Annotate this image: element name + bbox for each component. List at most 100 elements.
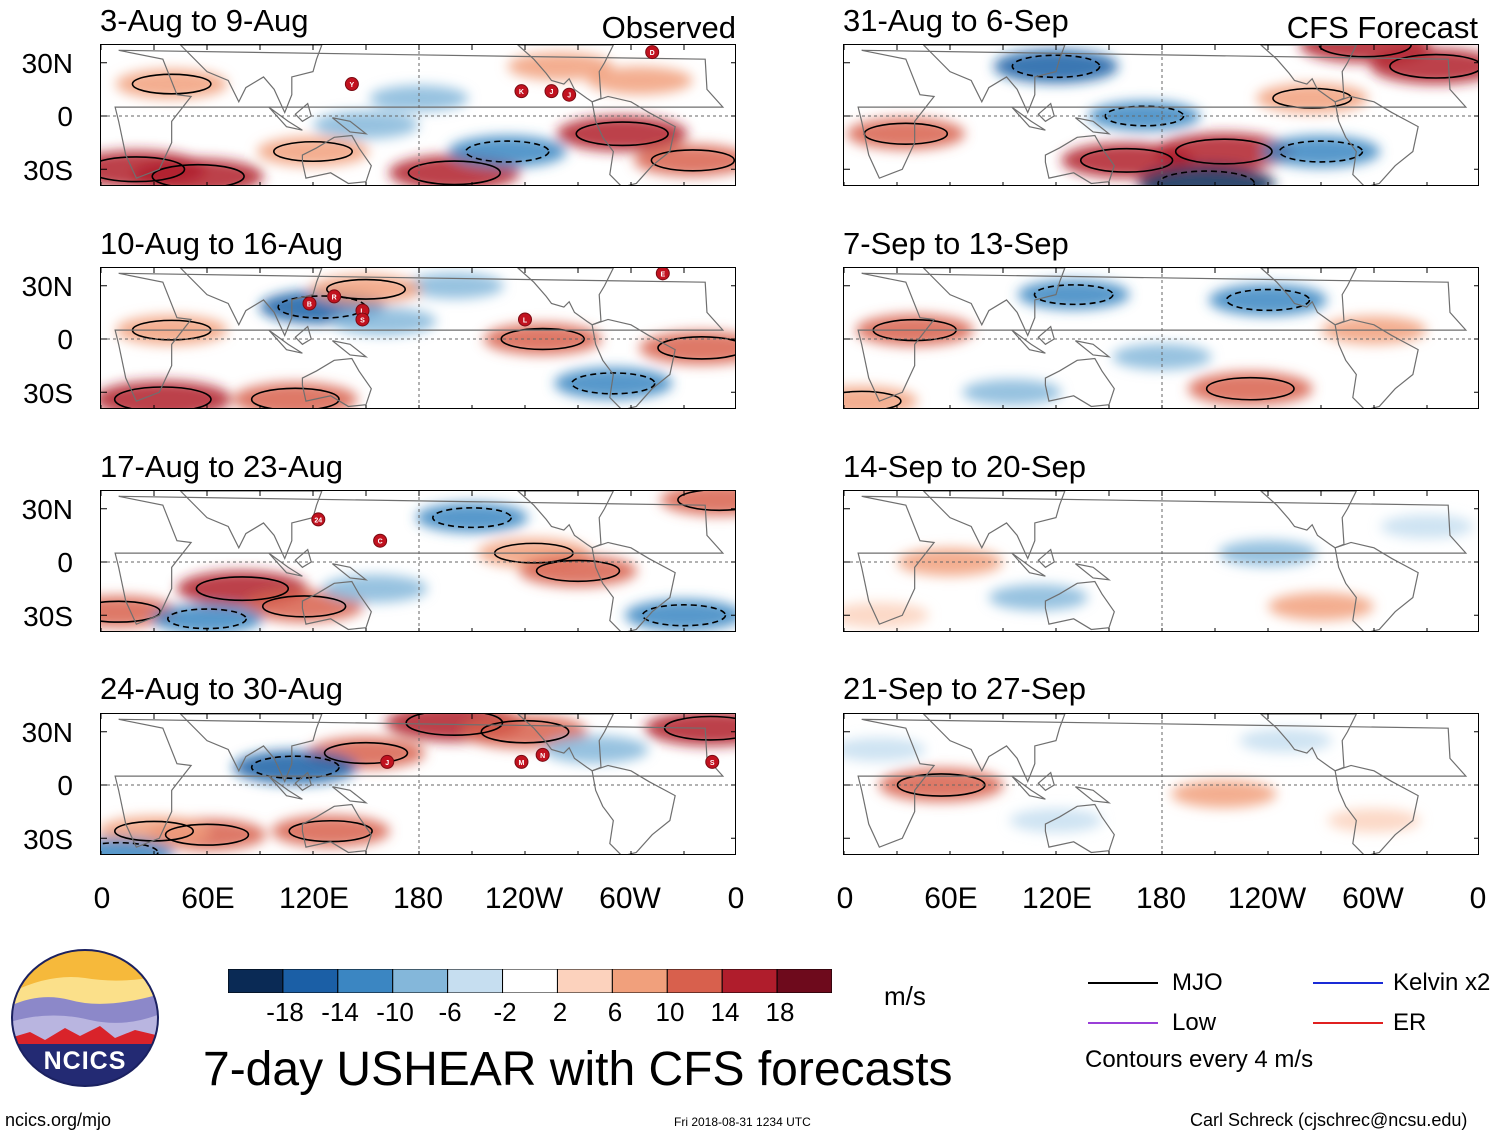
coastline [1037, 771, 1055, 792]
storm-icon [514, 84, 529, 99]
storm-icon [655, 268, 670, 281]
storm-code: R [332, 294, 337, 301]
mjo-contour [1033, 284, 1114, 306]
storm-code: C [378, 539, 383, 546]
main-title: 7-day USHEAR with CFS forecasts [203, 1043, 953, 1096]
colorbar-tick: -10 [376, 997, 414, 1027]
storm-icon [562, 87, 577, 102]
storm-code: Y [350, 82, 355, 89]
coastline [1075, 117, 1112, 135]
lat-tick-30s: 30S [23, 824, 73, 855]
footer-timestamp: Fri 2018-08-31 1234 UTC [674, 1115, 811, 1129]
coastline [332, 340, 369, 358]
storm-code: N [540, 753, 545, 760]
observed-map-4: J M N S [100, 713, 736, 855]
storm-marker: J [562, 87, 577, 102]
mjo-contour [641, 604, 727, 627]
mjo-contour [677, 491, 735, 512]
anomaly-blob [1327, 808, 1421, 833]
lat-tick-eq: 0 [57, 324, 73, 355]
anomaly-blob [1239, 728, 1333, 753]
storm-icon [514, 754, 529, 769]
colorbar-swatch [556, 968, 613, 994]
anomaly-blob [962, 379, 1062, 406]
anomaly-blob [587, 66, 693, 95]
forecast-map-2 [843, 267, 1479, 409]
storm-icon [645, 45, 660, 60]
coastline [517, 45, 615, 103]
forecast-map-2-plot [844, 268, 1478, 408]
coastline [1011, 106, 1046, 131]
coastline [857, 495, 1468, 625]
colorbar-units: m/s [884, 981, 926, 1011]
anomaly-field [101, 491, 735, 631]
storm-code: B [307, 302, 312, 309]
observed-map-1: Y K J J D [100, 44, 736, 186]
coastline [1334, 764, 1419, 854]
anomaly-blob [232, 382, 358, 408]
coastline [922, 491, 1066, 560]
forecast-panel-title-1: 31-Aug to 6-Sep [843, 3, 1069, 38]
mjo-contour [1318, 45, 1412, 58]
coastline [1044, 803, 1115, 854]
coastline [294, 325, 312, 346]
coastline [179, 45, 323, 114]
coastline [591, 318, 676, 408]
colorbar-swatch [337, 968, 394, 994]
coastline [591, 95, 676, 185]
coastline [517, 491, 615, 549]
coastline [857, 718, 1468, 848]
observed-map-4-plot: J M N S [101, 714, 735, 854]
lon-tick-180: 180 [1135, 882, 1187, 915]
anomaly-blob [369, 85, 469, 112]
mjo-contour [571, 372, 656, 395]
coastline [1260, 45, 1358, 103]
storm-marker: R [327, 289, 342, 304]
lat-tick-30n: 30N [21, 717, 73, 748]
mjo-contour [407, 160, 502, 185]
coastline [268, 552, 303, 577]
legend-line-kelvin [1313, 982, 1383, 984]
anomaly-blob [1137, 164, 1275, 185]
coastline [114, 272, 725, 402]
lon-tick-180: 180 [392, 882, 444, 915]
coastline [922, 45, 1066, 114]
storm-code: E [660, 271, 665, 278]
coastline [1011, 552, 1046, 577]
ncics-logo-icon [11, 949, 159, 1087]
lon-tick-60w: 60W [1342, 882, 1404, 915]
storm-marker: L [518, 312, 532, 327]
mjo-contour [273, 140, 354, 163]
anomaly-blob [1009, 808, 1103, 833]
coastline [1075, 340, 1112, 358]
coastline [179, 268, 323, 337]
coastline [1334, 318, 1419, 408]
colorbar-swatch [282, 968, 339, 994]
mjo-contour [101, 841, 159, 854]
anomaly-blob [639, 330, 735, 365]
lat-tick-30n: 30N [21, 494, 73, 525]
coastline [114, 718, 725, 848]
coastline [268, 775, 303, 800]
coastline [1334, 541, 1419, 631]
storm-marker: 24 [311, 512, 326, 527]
anomaly-field [101, 714, 735, 854]
storm-code: L [523, 317, 528, 324]
anomaly-blob [660, 491, 735, 516]
lat-tick-30s: 30S [23, 601, 73, 632]
observed-panel-title-3: 17-Aug to 23-Aug [100, 449, 344, 484]
mjo-contour [1205, 376, 1295, 401]
observed-panel-title-4: 24-Aug to 30-Aug [100, 671, 344, 706]
legend-label-kelvin: Kelvin x2 [1393, 969, 1491, 996]
coastline [1334, 95, 1419, 185]
mjo-contour [1157, 170, 1256, 185]
anomaly-blob [322, 574, 428, 603]
coastline [332, 786, 369, 804]
footer-url[interactable]: ncics.org/mjo [5, 1110, 112, 1130]
mjo-contour [1225, 288, 1311, 312]
coastline [517, 714, 615, 772]
anomaly-blob [151, 603, 263, 631]
colorbar-tick: -18 [266, 997, 304, 1027]
anomaly-blob [844, 737, 926, 762]
